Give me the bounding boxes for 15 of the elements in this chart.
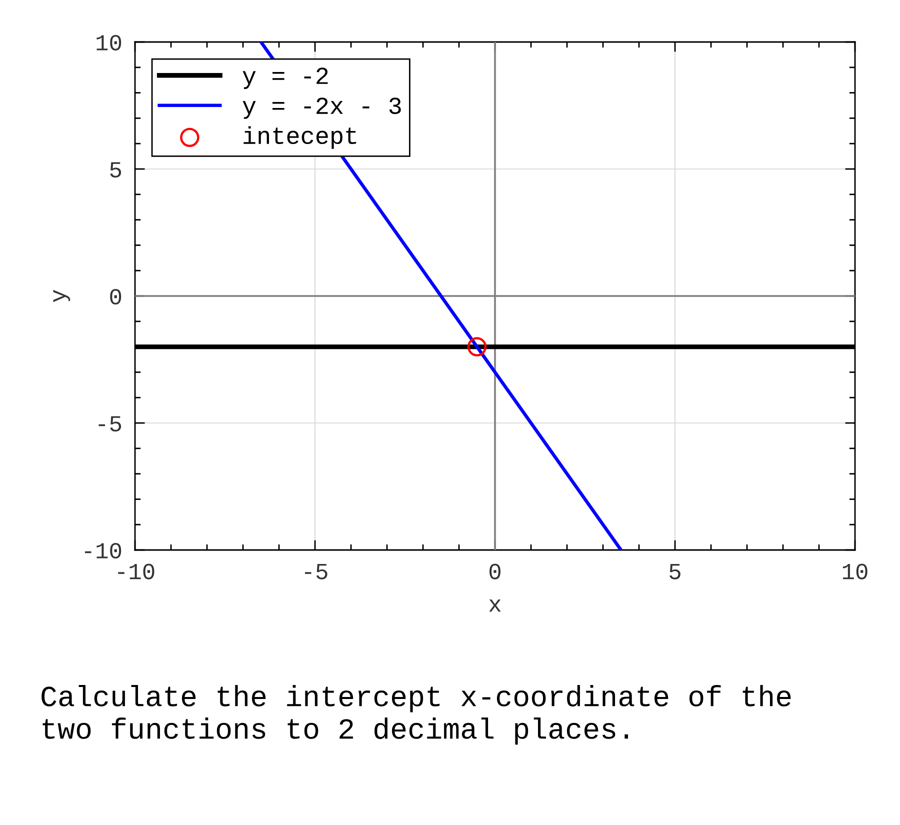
legend-label: y = -2x - 3: [242, 98, 401, 119]
y-tick-label: -10: [84, 542, 122, 559]
y-axis-title: y: [53, 290, 70, 302]
text: Calculate the intercept x-coordinate of the two functions to 2 decimal places.: [42, 685, 791, 745]
y-tick-label: 10: [96, 34, 122, 51]
y-tick-label: -5: [98, 416, 122, 432]
x-tick-label: 5: [670, 564, 680, 580]
x-tick-label: 10: [842, 564, 868, 580]
x-tick-label: 0: [490, 564, 500, 580]
x-tick-label: -5: [304, 564, 328, 580]
y-tick-label: 5: [110, 162, 122, 178]
y-tick-label: 0: [110, 288, 122, 305]
legend-label: intecept: [244, 126, 356, 149]
legend-label: y = -2: [242, 68, 328, 89]
x-axis-title: x: [489, 599, 501, 612]
